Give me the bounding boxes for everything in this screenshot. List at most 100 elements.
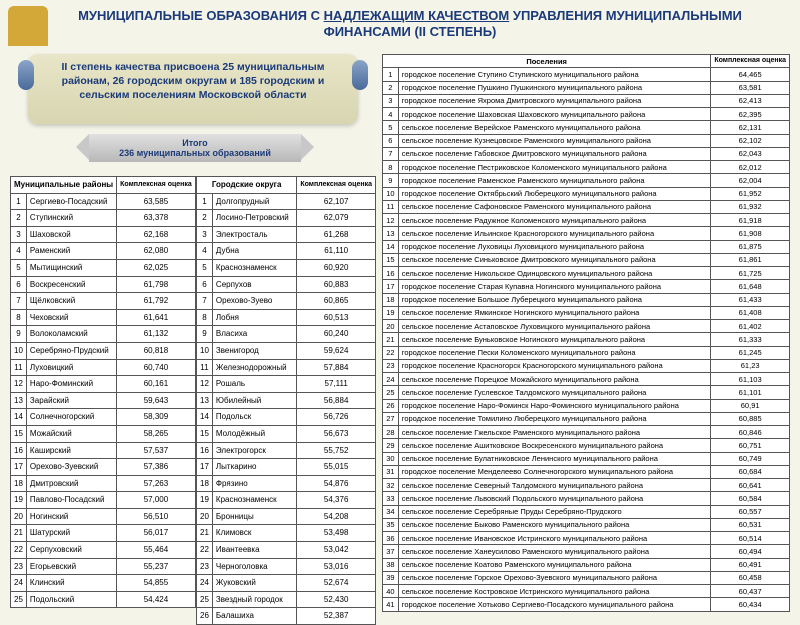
row-name: Каширский (26, 442, 116, 459)
row-index: 15 (11, 425, 27, 442)
table-row: 14Подольск56,726 (197, 409, 376, 426)
row-index: 17 (11, 459, 27, 476)
row-score: 61,402 (711, 320, 790, 333)
row-index: 16 (197, 442, 213, 459)
row-name: Ногинский (26, 508, 116, 525)
row-score: 62,131 (711, 121, 790, 134)
row-index: 36 (383, 532, 399, 545)
row-score: 61,110 (297, 243, 376, 260)
row-name: сельское поселение Львовский Подольского… (398, 492, 711, 505)
row-score: 54,855 (117, 575, 196, 592)
row-name: городское поселение Наро-Фоминск Наро-Фо… (398, 399, 711, 412)
table-row: 23Егорьевский55,237 (11, 558, 196, 575)
row-index: 3 (197, 226, 213, 243)
row-score: 60,458 (711, 571, 790, 584)
table-row: 10Серебряно-Прудский60,818 (11, 342, 196, 359)
row-score: 61,132 (117, 326, 196, 343)
row-index: 13 (197, 392, 213, 409)
table-row: 10Звенигород59,624 (197, 342, 376, 359)
row-score: 54,376 (297, 492, 376, 509)
row-score: 60,491 (711, 558, 790, 571)
row-name: сельское поселение Горское Орехово-Зуевс… (398, 571, 711, 584)
row-score: 56,510 (117, 508, 196, 525)
table-row: 8Чеховский61,641 (11, 309, 196, 326)
row-score: 62,043 (711, 147, 790, 160)
row-name: Звенигород (212, 342, 296, 359)
table-row: 40сельское поселение Костровское Истринс… (383, 585, 790, 598)
table-row: 1городское поселение Ступино Ступинского… (383, 68, 790, 81)
table-row: 37сельское поселение Ханеусилово Раменск… (383, 545, 790, 558)
table-row: 2Лосино-Петровский62,079 (197, 210, 376, 227)
row-index: 26 (383, 399, 399, 412)
row-score: 60,584 (711, 492, 790, 505)
row-score: 54,208 (297, 508, 376, 525)
table-row: 13сельское поселение Ильинское Красногор… (383, 227, 790, 240)
urban-districts-table: Городские округа Комплексная оценка 1Дол… (196, 176, 376, 625)
row-score: 58,265 (117, 425, 196, 442)
ps-score-header: Комплексная оценка (711, 55, 790, 68)
row-name: Ступинский (26, 210, 116, 227)
total-label: Итого (119, 138, 271, 148)
row-score: 61,101 (711, 386, 790, 399)
row-index: 18 (11, 475, 27, 492)
row-index: 39 (383, 571, 399, 584)
row-name: Можайский (26, 425, 116, 442)
mr-score-header: Комплексная оценка (117, 177, 196, 194)
mr-header: Муниципальные районы (11, 177, 117, 194)
row-name: Щёлковский (26, 293, 116, 310)
go-score-header: Комплексная оценка (297, 177, 376, 194)
row-index: 13 (11, 392, 27, 409)
row-score: 60,684 (711, 465, 790, 478)
row-index: 12 (197, 376, 213, 393)
row-index: 35 (383, 518, 399, 531)
table-row: 22Ивантеевка53,042 (197, 542, 376, 559)
row-name: Серпухов (212, 276, 296, 293)
row-index: 8 (197, 309, 213, 326)
total-value: 236 муниципальных образований (119, 148, 271, 158)
row-score: 59,624 (297, 342, 376, 359)
table-row: 25сельское поселение Гуслевское Талдомск… (383, 386, 790, 399)
row-score: 61,245 (711, 346, 790, 359)
page-title: МУНИЦИПАЛЬНЫЕ ОБРАЗОВАНИЯ С НАДЛЕЖАЩИМ К… (0, 0, 800, 43)
row-score: 56,017 (117, 525, 196, 542)
row-name: Орехово-Зуевский (26, 459, 116, 476)
row-name: Клинский (26, 575, 116, 592)
row-index: 20 (11, 508, 27, 525)
row-name: городское поселение Раменское Раменского… (398, 174, 711, 187)
row-name: городское поселение Октябрьский Люберецк… (398, 187, 711, 200)
row-name: сельское поселение Коатово Раменского му… (398, 558, 711, 571)
row-index: 19 (197, 492, 213, 509)
table-row: 33сельское поселение Львовский Подольско… (383, 492, 790, 505)
row-name: сельское поселение Быково Раменского мун… (398, 518, 711, 531)
table-row: 14Солнечногорский58,309 (11, 409, 196, 426)
row-score: 57,537 (117, 442, 196, 459)
row-index: 6 (197, 276, 213, 293)
row-score: 63,378 (117, 210, 196, 227)
row-score: 60,437 (711, 585, 790, 598)
table-row: 27городское поселение Томилино Люберецко… (383, 412, 790, 425)
row-score: 60,557 (711, 505, 790, 518)
row-name: Краснознаменск (212, 492, 296, 509)
row-name: Шаховской (26, 226, 116, 243)
row-index: 8 (383, 161, 399, 174)
row-name: сельское поселение Ильинское Красногорск… (398, 227, 711, 240)
row-index: 24 (11, 575, 27, 592)
row-score: 61,103 (711, 373, 790, 386)
row-score: 60,885 (711, 412, 790, 425)
row-index: 5 (11, 259, 27, 276)
row-score: 63,585 (117, 193, 196, 210)
table-row: 6сельское поселение Кузнецовское Раменск… (383, 134, 790, 147)
table-row: 35сельское поселение Быково Раменского м… (383, 518, 790, 531)
row-name: сельское поселение Габовское Дмитровског… (398, 147, 711, 160)
row-index: 2 (11, 210, 27, 227)
row-score: 53,498 (297, 525, 376, 542)
row-score: 61,641 (117, 309, 196, 326)
row-index: 19 (383, 306, 399, 319)
table-row: 13Юбилейный56,884 (197, 392, 376, 409)
row-index: 4 (11, 243, 27, 260)
municipal-districts-table: Муниципальные районы Комплексная оценка … (10, 176, 196, 608)
table-row: 6Серпухов60,883 (197, 276, 376, 293)
row-index: 21 (197, 525, 213, 542)
table-row: 22городское поселение Пески Коломенского… (383, 346, 790, 359)
row-index: 4 (383, 108, 399, 121)
